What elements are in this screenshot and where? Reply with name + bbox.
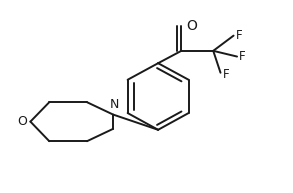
Text: F: F [236,29,243,42]
Text: O: O [18,115,28,128]
Text: N: N [110,98,119,111]
Text: O: O [187,19,197,33]
Text: F: F [223,68,229,81]
Text: F: F [239,50,246,63]
